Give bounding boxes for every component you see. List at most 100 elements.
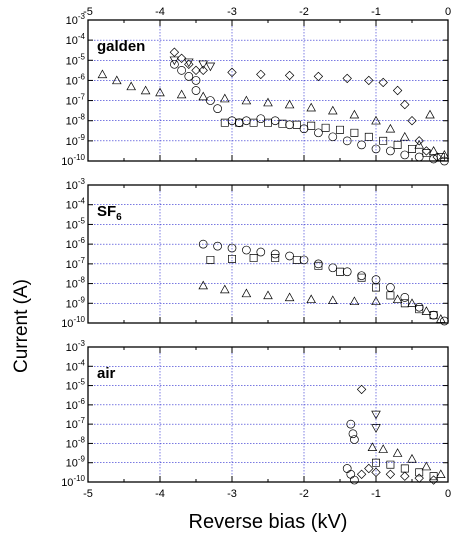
data-point <box>364 132 373 141</box>
y-tick-label: 10-4 <box>66 32 86 47</box>
series-square <box>220 118 445 161</box>
data-point <box>177 66 186 75</box>
data-point <box>371 410 381 420</box>
data-point <box>440 316 449 326</box>
series-triangle-down <box>371 410 381 433</box>
data-point <box>270 116 280 126</box>
panel-2: 10-10 10-9 10-8 10-7 10-6 10-5 10-4 10-3 SF6 <box>61 177 449 330</box>
data-point <box>385 469 396 479</box>
data-point <box>336 267 344 276</box>
data-point <box>191 86 201 95</box>
data-point <box>371 115 381 125</box>
y-tick-label: 10-8 <box>66 435 86 450</box>
data-point <box>256 69 266 80</box>
panel-label: galden <box>97 38 145 55</box>
x-tick-label: -5 <box>83 488 93 500</box>
data-point <box>299 255 309 265</box>
data-point <box>169 56 180 66</box>
data-point <box>285 251 294 261</box>
data-point <box>328 263 338 273</box>
data-point <box>436 153 445 161</box>
data-point <box>184 58 194 68</box>
data-point <box>429 310 438 320</box>
data-point <box>378 444 388 453</box>
data-point <box>392 294 403 304</box>
data-point <box>249 253 258 262</box>
data-point <box>400 293 410 302</box>
y-tick-label: 10-4 <box>66 358 86 373</box>
x-tick-label: -1 <box>371 488 381 500</box>
y-tick-label: 10-5 <box>66 52 86 67</box>
data-point <box>306 102 316 112</box>
data-point <box>299 124 309 134</box>
y-tick-label: 10-9 <box>66 295 86 310</box>
data-point <box>285 120 294 130</box>
series-diamond <box>169 47 442 162</box>
data-point <box>206 255 215 264</box>
series-diamond <box>356 384 439 485</box>
data-point <box>220 93 230 103</box>
data-point <box>371 467 381 478</box>
data-point <box>436 469 446 478</box>
data-point <box>421 306 432 315</box>
y-tick-label: 10-6 <box>66 397 86 412</box>
data-point <box>414 302 424 312</box>
data-point <box>400 99 410 110</box>
data-point <box>271 253 280 262</box>
data-point <box>392 448 403 457</box>
y-tick-label: 10-10 <box>61 315 85 330</box>
data-point <box>278 119 287 128</box>
data-point <box>284 292 295 302</box>
y-tick-label: 10-7 <box>66 256 86 271</box>
data-point <box>400 150 410 160</box>
y-tick-label: 10-3 <box>66 177 86 192</box>
data-point <box>97 69 108 79</box>
data-point <box>220 118 229 127</box>
y-tick-label: 10-10 <box>61 474 85 489</box>
x-top-tick-label: -2 <box>299 6 309 18</box>
data-point <box>428 475 439 485</box>
y-tick-label: 10-6 <box>66 72 86 87</box>
data-point <box>372 458 380 467</box>
data-point <box>385 123 396 133</box>
data-point <box>407 116 417 126</box>
data-point <box>350 128 359 137</box>
data-point <box>436 314 446 323</box>
x-tick-label: -2 <box>299 488 309 500</box>
data-point <box>346 469 356 479</box>
data-point <box>414 139 424 149</box>
data-point <box>169 47 180 57</box>
data-point <box>414 473 424 483</box>
series-circle <box>342 419 359 485</box>
data-point <box>371 144 381 154</box>
data-point <box>241 95 252 105</box>
series-triangle-up <box>97 69 450 159</box>
data-point <box>198 239 208 249</box>
data-point <box>400 464 409 473</box>
data-point <box>407 298 417 307</box>
x-top-tick-label: -5 <box>83 6 93 18</box>
data-point <box>415 468 424 477</box>
data-point <box>126 81 136 91</box>
y-tick-label: 10-5 <box>66 378 86 393</box>
data-point <box>307 121 316 130</box>
data-point <box>379 136 388 145</box>
data-point <box>256 114 266 124</box>
data-point <box>241 288 252 298</box>
data-point <box>284 99 295 109</box>
series-triangle-down <box>169 56 216 72</box>
data-point <box>191 76 201 85</box>
y-tick-label: 10-5 <box>66 216 86 231</box>
data-point <box>270 249 280 259</box>
data-point <box>367 442 378 451</box>
series-square <box>372 458 438 481</box>
panel-3: -5 -4 -3 -2 -1 0 10-10 10-9 10-8 10-7 10-6 10-5 10-4… <box>61 339 451 500</box>
data-point <box>422 148 431 157</box>
y-tick-label: 10-9 <box>66 133 86 148</box>
data-point <box>371 424 381 433</box>
x-tick-label: -4 <box>155 488 165 500</box>
data-point <box>263 290 273 300</box>
data-point <box>176 53 187 63</box>
data-point <box>184 72 194 81</box>
